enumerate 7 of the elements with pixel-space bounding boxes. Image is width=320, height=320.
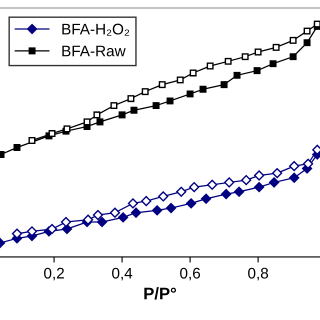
legend-label: BFA-Raw [62, 46, 126, 56]
x-tick-label: 0,6 [180, 268, 200, 280]
x-tick-label: 0,2 [44, 268, 64, 280]
x-tick-label: 0,4 [112, 268, 132, 280]
x-tick-label: 0,8 [248, 268, 268, 280]
legend-label: BFA-H₂O₂ [62, 24, 130, 36]
x-axis-title: P/P° [144, 287, 176, 300]
